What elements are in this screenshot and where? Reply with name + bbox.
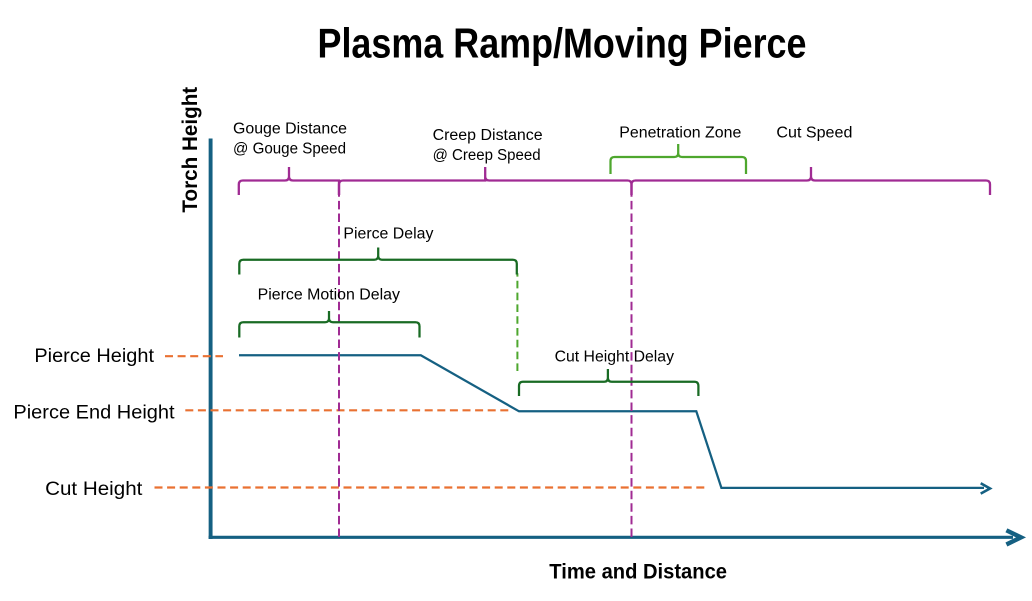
svg-text:Time and Distance: Time and Distance (549, 560, 727, 583)
svg-text:Cut Height: Cut Height (45, 478, 143, 500)
svg-text:Plasma Ramp/Moving Pierce: Plasma Ramp/Moving Pierce (318, 20, 807, 67)
svg-text:Pierce Height: Pierce Height (34, 345, 154, 367)
svg-text:Pierce Motion Delay: Pierce Motion Delay (258, 287, 401, 304)
svg-text:Cut Speed: Cut Speed (776, 124, 852, 141)
svg-text:Cut Height Delay: Cut Height Delay (555, 349, 675, 366)
svg-text:Penetration Zone: Penetration Zone (619, 124, 741, 141)
svg-text:Creep Distance: Creep Distance (433, 127, 543, 144)
svg-text:Torch Height: Torch Height (179, 87, 202, 213)
svg-text:Pierce End Height: Pierce End Height (13, 402, 175, 424)
svg-text:@ Gouge Speed: @ Gouge Speed (233, 141, 346, 158)
svg-text:Pierce Delay: Pierce Delay (343, 226, 433, 243)
svg-text:@ Creep Speed: @ Creep Speed (433, 147, 541, 164)
svg-text:Gouge Distance: Gouge Distance (233, 120, 347, 137)
